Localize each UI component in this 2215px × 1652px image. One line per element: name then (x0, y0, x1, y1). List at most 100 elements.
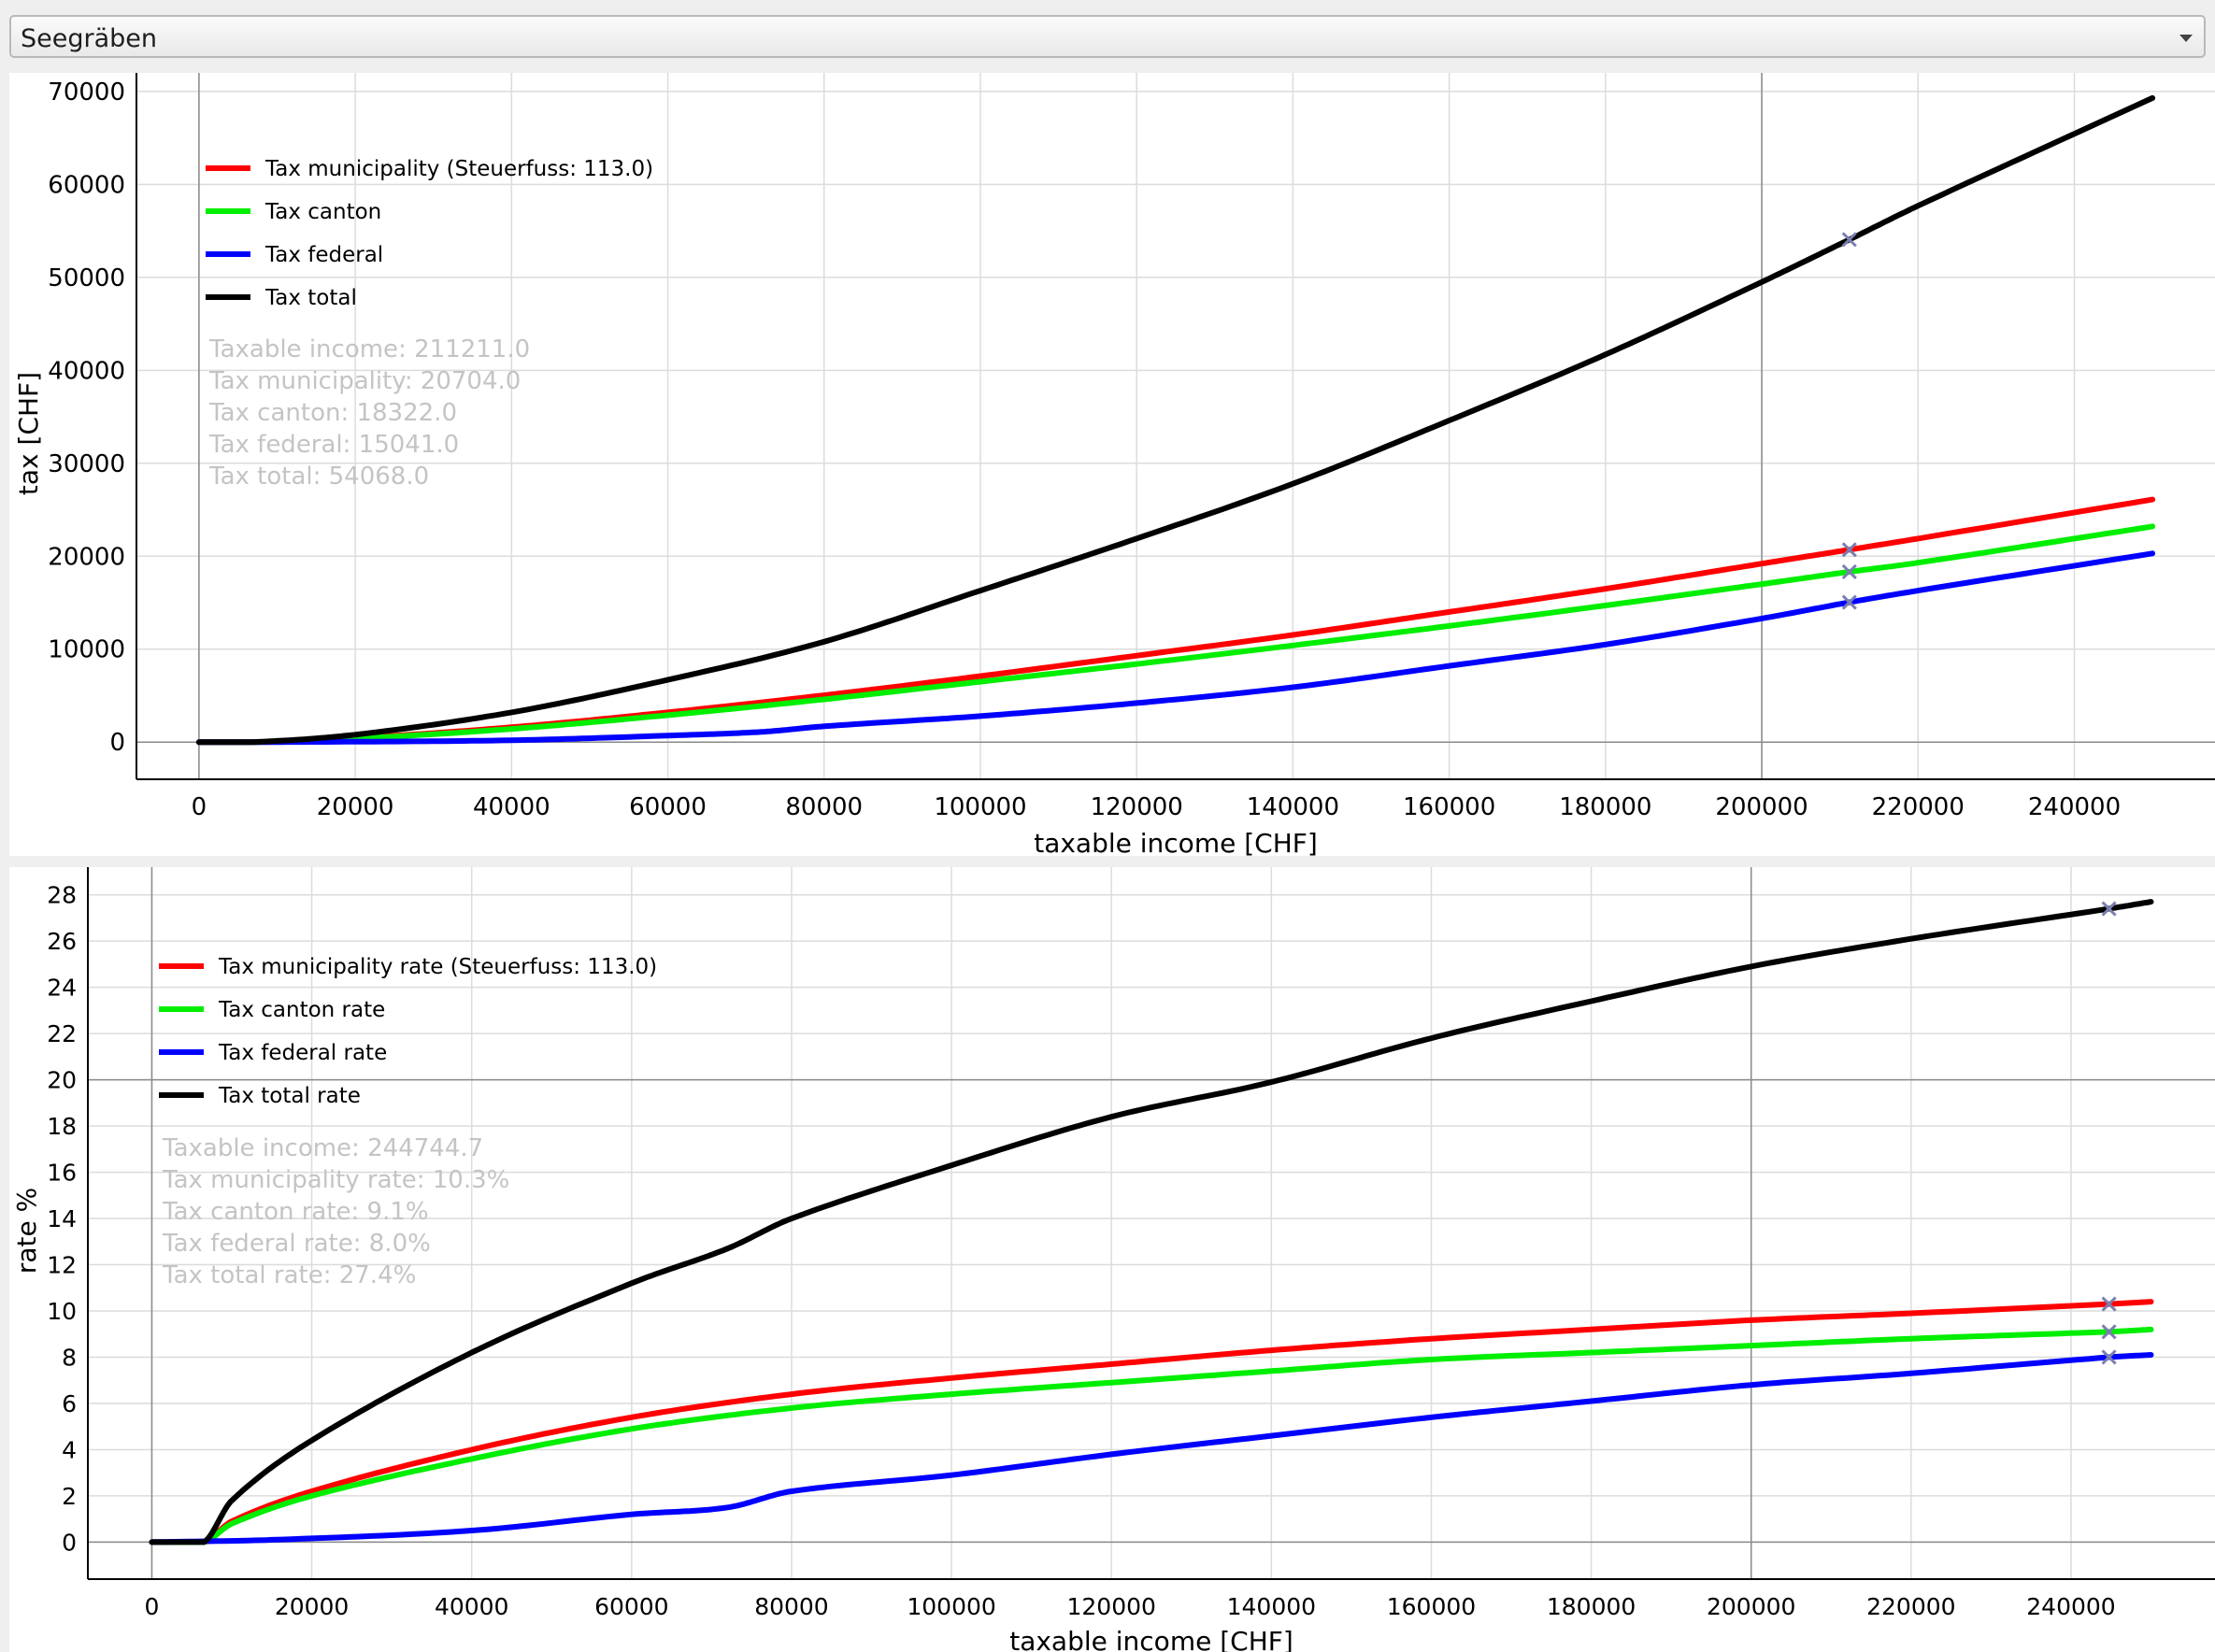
x-tick-label: 140000 (1227, 1593, 1316, 1620)
x-tick-label: 160000 (1387, 1593, 1476, 1620)
y-tick-label: 26 (47, 928, 77, 955)
series-line-1[interactable] (149, 1326, 2154, 1545)
x-tick-label: 60000 (629, 793, 707, 821)
cursor-info-text: Taxable income: 244744.7 Tax municipality… (162, 1134, 509, 1289)
y-tick-label: 10000 (48, 636, 125, 664)
y-tick-label: 10 (47, 1298, 77, 1325)
x-tick-label: 40000 (473, 793, 550, 821)
series-line-0[interactable] (149, 1299, 2154, 1545)
y-tick-label: 22 (47, 1020, 77, 1047)
x-tick-label: 120000 (1091, 793, 1183, 821)
y-tick-label: 6 (62, 1390, 77, 1417)
y-tick-label: 40000 (48, 357, 125, 385)
legend-label: Tax federal rate (218, 1041, 387, 1065)
municipality-select-value: Seegräben (21, 24, 158, 53)
info-line-taxable-income: Taxable income: 244744.7 (162, 1134, 483, 1162)
cursor-marker (2101, 1324, 2117, 1340)
x-axis-label: taxable income [CHF] (1034, 828, 1318, 856)
y-tick-label: 8 (62, 1344, 77, 1371)
legend-label: Tax total rate (218, 1084, 361, 1108)
cursor-marker (1841, 542, 1857, 558)
legend-label: Tax municipality rate (Steuerfuss: 113.0… (218, 955, 657, 979)
cursor-marker (2101, 1349, 2117, 1365)
x-tick-label: 0 (144, 1593, 159, 1620)
y-tick-label: 16 (47, 1160, 77, 1187)
x-tick-label: 80000 (754, 1593, 829, 1620)
x-tick-label: 120000 (1066, 1593, 1155, 1620)
chevron-down-icon[interactable] (2179, 35, 2193, 42)
series-line-2[interactable] (149, 1352, 2154, 1545)
legend-item: Tax municipality (Steuerfuss: 113.0) (206, 157, 653, 181)
legend-item: Tax total rate (159, 1084, 361, 1108)
x-tick-label: 80000 (785, 793, 863, 821)
y-axis-label: rate % (11, 1188, 42, 1274)
y-tick-label: 18 (47, 1113, 77, 1140)
y-tick-label: 60000 (48, 171, 125, 199)
x-axis-label: taxable income [CHF] (1009, 1626, 1293, 1652)
cursor-marker (1841, 232, 1857, 248)
x-tick-label: 220000 (1872, 793, 1965, 821)
y-tick-label: 20 (47, 1067, 77, 1094)
y-tick-label: 28 (47, 882, 77, 909)
y-tick-label: 4 (62, 1436, 77, 1463)
cursor-marker (1841, 594, 1857, 610)
y-tick-label: 2 (62, 1483, 77, 1510)
cursor-marker (2101, 1296, 2117, 1312)
x-tick-label: 140000 (1247, 793, 1339, 821)
x-tick-label: 60000 (594, 1593, 669, 1620)
series-line-3[interactable] (195, 94, 2156, 746)
x-tick-label: 40000 (435, 1593, 509, 1620)
x-tick-label: 20000 (317, 793, 394, 821)
x-tick-label: 180000 (1559, 793, 1651, 821)
legend: Tax municipality rate (Steuerfuss: 113.0… (159, 955, 657, 1108)
series-line-2[interactable] (195, 550, 2156, 746)
y-axis-label: tax [CHF] (13, 372, 44, 495)
cursor-info-text: Taxable income: 211211.0 Tax municipality… (208, 335, 530, 491)
cursor-marker (1841, 563, 1857, 580)
x-tick-label: 180000 (1547, 1593, 1636, 1620)
legend-label: Tax municipality (Steuerfuss: 113.0) (264, 157, 653, 181)
info-line-canton: Tax canton rate: 9.1% (162, 1198, 429, 1226)
series-line-3[interactable] (149, 899, 2154, 1545)
info-line-federal: Tax federal rate: 8.0% (162, 1230, 431, 1258)
legend: Tax municipality (Steuerfuss: 113.0) Tax … (206, 157, 653, 310)
tax-rate-chart[interactable]: 0 20000 40000 60000 80000 100000 120000 140000 1… (9, 867, 2215, 1652)
legend-label: Tax canton (264, 200, 381, 224)
series-line-0[interactable] (195, 496, 2156, 746)
legend-label: Tax total (264, 286, 357, 310)
x-tick-label: 20000 (275, 1593, 350, 1620)
legend-item: Tax canton (206, 200, 381, 224)
y-tick-label: 24 (47, 975, 77, 1002)
y-tick-label: 12 (47, 1252, 77, 1279)
x-tick-label: 0 (192, 793, 207, 821)
municipality-select[interactable]: Seegräben (9, 15, 2206, 58)
x-tick-label: 100000 (934, 793, 1026, 821)
x-tick-label: 160000 (1403, 793, 1495, 821)
y-tick-label: 0 (62, 1529, 77, 1556)
info-line-total: Tax total: 54068.0 (208, 463, 429, 491)
y-tick-label: 0 (109, 729, 125, 757)
tax-rate-chart-panel: 0 20000 40000 60000 80000 100000 120000 140000 1… (9, 867, 2215, 1652)
series-line-1[interactable] (195, 523, 2156, 746)
x-tick-label: 240000 (2028, 793, 2121, 821)
tax-amount-chart-panel: 0 20000 40000 60000 80000 100000 120000 140000 1… (9, 73, 2215, 856)
cursor-marker (2101, 901, 2117, 917)
legend-label: Tax federal (264, 243, 383, 267)
tax-amount-chart[interactable]: 0 20000 40000 60000 80000 100000 120000 140000 1… (9, 73, 2215, 856)
legend-item: Tax total (206, 286, 357, 310)
legend-item: Tax municipality rate (Steuerfuss: 113.0… (159, 955, 657, 979)
info-line-municipality: Tax municipality: 20704.0 (208, 367, 521, 395)
info-line-municipality: Tax municipality rate: 10.3% (162, 1166, 509, 1194)
x-tick-label: 240000 (2026, 1593, 2115, 1620)
x-tick-label: 220000 (1866, 1593, 1955, 1620)
x-tick-label: 200000 (1715, 793, 1808, 821)
y-tick-label: 20000 (48, 543, 125, 571)
y-tick-label: 30000 (48, 450, 125, 478)
info-line-taxable-income: Taxable income: 211211.0 (208, 335, 530, 363)
legend-item: Tax federal (206, 243, 383, 267)
info-line-federal: Tax federal: 15041.0 (208, 431, 459, 459)
x-tick-label: 200000 (1707, 1593, 1795, 1620)
y-tick-label: 14 (47, 1205, 77, 1232)
info-line-canton: Tax canton: 18322.0 (208, 399, 457, 427)
legend-label: Tax canton rate (218, 998, 385, 1022)
